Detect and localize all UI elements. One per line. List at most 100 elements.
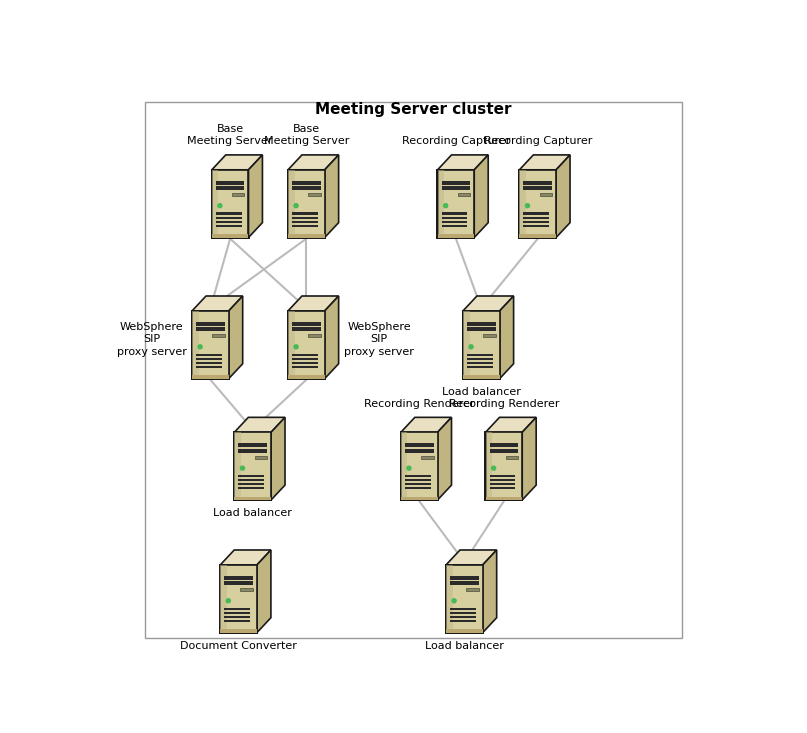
FancyBboxPatch shape [286,310,326,380]
FancyBboxPatch shape [238,443,267,447]
FancyBboxPatch shape [518,169,557,239]
FancyBboxPatch shape [490,443,518,447]
FancyBboxPatch shape [292,224,318,226]
Text: Recording Capturer: Recording Capturer [402,136,510,147]
Circle shape [240,466,245,470]
FancyBboxPatch shape [463,311,500,379]
FancyBboxPatch shape [288,170,295,237]
FancyBboxPatch shape [486,496,522,500]
FancyBboxPatch shape [450,611,476,614]
FancyBboxPatch shape [401,432,408,500]
FancyBboxPatch shape [224,581,253,585]
FancyBboxPatch shape [441,213,467,215]
Polygon shape [446,550,496,565]
FancyBboxPatch shape [220,629,257,633]
Polygon shape [437,155,488,170]
FancyBboxPatch shape [450,581,479,585]
Text: Base
Meeting Server: Base Meeting Server [187,124,273,147]
FancyBboxPatch shape [238,449,267,452]
FancyBboxPatch shape [215,224,241,226]
FancyBboxPatch shape [192,311,199,379]
FancyBboxPatch shape [212,334,224,337]
FancyBboxPatch shape [196,361,222,364]
FancyBboxPatch shape [450,619,476,622]
FancyBboxPatch shape [540,194,552,196]
FancyBboxPatch shape [292,328,320,331]
FancyBboxPatch shape [437,170,475,237]
Polygon shape [192,296,243,311]
FancyBboxPatch shape [288,234,324,237]
FancyBboxPatch shape [401,432,437,500]
FancyBboxPatch shape [238,483,264,485]
FancyBboxPatch shape [401,496,437,500]
FancyBboxPatch shape [467,328,495,331]
Circle shape [226,599,230,603]
FancyBboxPatch shape [215,216,241,218]
FancyBboxPatch shape [211,170,249,237]
Polygon shape [220,550,271,565]
FancyBboxPatch shape [405,483,431,485]
FancyBboxPatch shape [483,334,495,337]
FancyBboxPatch shape [224,611,250,614]
Circle shape [452,599,456,603]
FancyBboxPatch shape [232,194,245,196]
FancyBboxPatch shape [466,589,479,592]
FancyBboxPatch shape [405,443,433,447]
FancyBboxPatch shape [196,358,222,360]
FancyBboxPatch shape [450,608,476,610]
FancyBboxPatch shape [292,186,320,190]
FancyBboxPatch shape [490,487,515,489]
Polygon shape [520,155,570,170]
FancyBboxPatch shape [524,213,549,215]
Text: Load balancer: Load balancer [213,509,292,518]
Polygon shape [401,417,451,432]
Polygon shape [288,296,339,311]
Polygon shape [556,155,570,237]
Polygon shape [234,417,285,432]
FancyBboxPatch shape [224,619,250,622]
Polygon shape [486,417,536,432]
FancyBboxPatch shape [292,181,320,185]
FancyBboxPatch shape [467,361,493,364]
Circle shape [294,204,298,207]
FancyBboxPatch shape [490,449,518,452]
Circle shape [491,466,495,470]
FancyBboxPatch shape [234,432,271,500]
FancyBboxPatch shape [437,234,475,237]
Text: Recording Capturer: Recording Capturer [483,136,592,147]
FancyBboxPatch shape [524,216,549,218]
FancyBboxPatch shape [220,564,258,634]
FancyBboxPatch shape [220,565,257,633]
FancyBboxPatch shape [399,431,439,501]
FancyBboxPatch shape [441,221,467,223]
FancyBboxPatch shape [463,375,500,379]
Polygon shape [228,296,243,379]
FancyBboxPatch shape [238,475,264,477]
FancyBboxPatch shape [462,310,501,380]
Text: Load balancer: Load balancer [425,641,504,651]
Polygon shape [522,417,536,500]
FancyBboxPatch shape [446,565,453,633]
FancyBboxPatch shape [292,213,318,215]
Text: Meeting Server cluster: Meeting Server cluster [316,102,512,117]
FancyBboxPatch shape [196,328,224,331]
FancyBboxPatch shape [467,358,493,360]
Polygon shape [288,155,339,170]
Circle shape [444,204,448,207]
FancyBboxPatch shape [215,181,245,185]
FancyBboxPatch shape [405,449,433,452]
FancyBboxPatch shape [288,170,324,237]
FancyBboxPatch shape [446,565,483,633]
Polygon shape [475,155,488,237]
FancyBboxPatch shape [215,221,241,223]
FancyBboxPatch shape [405,475,431,477]
Polygon shape [463,296,513,311]
Polygon shape [211,155,262,170]
FancyBboxPatch shape [524,181,552,185]
FancyBboxPatch shape [486,432,492,500]
FancyBboxPatch shape [224,576,253,580]
Text: Base
Meeting Server: Base Meeting Server [264,124,349,147]
FancyBboxPatch shape [292,221,318,223]
FancyBboxPatch shape [520,170,556,237]
FancyBboxPatch shape [292,358,318,360]
